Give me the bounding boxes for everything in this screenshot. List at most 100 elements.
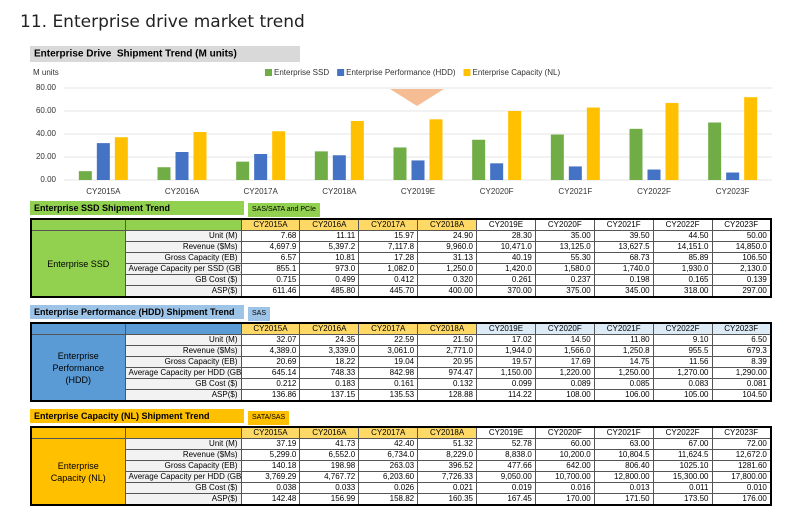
cell: 477.66 [476, 460, 536, 472]
cell: 0.715 [240, 274, 301, 286]
cell: 1025.10 [652, 460, 713, 472]
cell: 318.00 [652, 285, 713, 298]
x-tick-label: CY2023F [716, 187, 750, 196]
y-axis-label: M units [33, 68, 59, 77]
cell: 11.80 [593, 334, 654, 346]
cell: 14,850.0 [711, 241, 772, 253]
data-table: CY2015A CY2016A CY2017A CY2018A CY2019E CY202… [30, 322, 772, 402]
column-header: CY2018A [417, 426, 477, 439]
row-label: Gross Capacity (EB) [124, 356, 242, 368]
data-row: Gross Capacity (EB) 6.57 10.81 17.28 31.13 40… [31, 252, 772, 264]
row-label: ASP($) [124, 493, 242, 506]
cell: 8,838.0 [476, 449, 536, 461]
legend-swatch [337, 69, 345, 76]
cell: 12,672.0 [711, 449, 772, 461]
header-row: CY2015A CY2016A CY2017A CY2018A CY2019E CY202… [30, 218, 772, 231]
cell: 5,397.2 [299, 241, 360, 253]
group-label: Enterprise Performance (HDD) [30, 334, 126, 402]
x-tick-label: CY2018A [322, 187, 357, 196]
data-row: Enterprise Performance (HDD) Unit (M) 32.0… [30, 334, 772, 402]
cell: 106.00 [593, 389, 654, 402]
cell: 0.132 [417, 378, 477, 390]
cell: 28.30 [476, 230, 536, 242]
cell: 10.81 [299, 252, 360, 264]
cell: 13,125.0 [534, 241, 595, 253]
bar [490, 163, 504, 180]
cell: 1,580.0 [534, 263, 595, 275]
data-row: Average Capacity per HDD (GB) 3,769.29 4,7… [31, 471, 772, 483]
data-row: GB Cost ($) 0.715 0.499 0.412 0.320 0.261 0.23… [31, 274, 772, 286]
table-title-bar: Enterprise Performance (HDD) Shipment Tr… [30, 305, 770, 321]
data-row: ASP($) 142.48 156.99 158.82 160.35 167.45 170.… [31, 493, 772, 506]
bar [96, 143, 110, 180]
cell: 17,800.00 [711, 471, 772, 483]
column-header: CY2021F [593, 426, 654, 439]
cell: 0.081 [711, 378, 772, 390]
cell: 974.47 [417, 367, 477, 379]
cell: 173.50 [652, 493, 713, 506]
cell: 19.04 [358, 356, 419, 368]
column-header: CY2017A [358, 218, 419, 231]
cell: 0.198 [593, 274, 654, 286]
column-header: CY2015A [240, 322, 301, 335]
y-tick-label: 60.00 [36, 106, 57, 115]
header-blank [124, 322, 242, 335]
bar [157, 167, 171, 180]
cell: 0.412 [358, 274, 419, 286]
y-tick-label: 40.00 [36, 129, 57, 138]
bar [708, 122, 722, 180]
bar [114, 137, 128, 180]
cell: 0.033 [299, 482, 360, 494]
cell: 0.212 [240, 378, 301, 390]
bar [726, 172, 740, 180]
column-header: CY2016A [299, 322, 360, 335]
bar [272, 131, 286, 180]
cell: 1,420.0 [476, 263, 536, 275]
header-blank [30, 218, 126, 231]
cell: 0.320 [417, 274, 477, 286]
data-row: ASP($) 136.86 137.15 135.53 128.88 114.22 108.… [31, 389, 772, 402]
cell: 63.00 [593, 438, 654, 450]
cell: 375.00 [534, 285, 595, 298]
cell: 611.46 [240, 285, 301, 298]
data-row: ASP($) 611.46 485.80 445.70 400.00 370.00 375.… [31, 285, 772, 298]
table-title: Enterprise SSD Shipment Trend [30, 201, 244, 215]
header-row: CY2015A CY2016A CY2017A CY2018A CY2019E CY202… [30, 426, 772, 439]
cell: 15,300.00 [652, 471, 713, 483]
legend-label: Enterprise Performance (HDD) [346, 68, 456, 77]
cell: 108.00 [534, 389, 595, 402]
cell: 9,960.0 [417, 241, 477, 253]
data-table: CY2015A CY2016A CY2017A CY2018A CY2019E CY202… [30, 218, 772, 298]
row-label: ASP($) [124, 285, 242, 298]
y-tick-label: 80.00 [36, 83, 57, 92]
data-row: Revenue ($Ms) 5,299.0 6,552.0 6,734.0 8,229.… [31, 449, 772, 461]
cell: 7,117.8 [358, 241, 419, 253]
data-row: Enterprise SSD Unit (M) 7.68 11.11 15.97 24.9… [30, 230, 772, 298]
cell: 24.35 [299, 334, 360, 346]
cell: 10,471.0 [476, 241, 536, 253]
cell: 20.95 [417, 356, 477, 368]
cell: 855.1 [240, 263, 301, 275]
cell: 1,566.0 [534, 345, 595, 357]
header-blank [124, 426, 242, 439]
cell: 0.099 [476, 378, 536, 390]
cell: 171.50 [593, 493, 654, 506]
table-title-bar: Enterprise Capacity (NL) Shipment Trend S… [30, 409, 770, 425]
cell: 1,220.00 [534, 367, 595, 379]
cell: 1,250.0 [417, 263, 477, 275]
column-header: CY2020F [534, 322, 595, 335]
data-row: Gross Capacity (EB) 20.69 18.22 19.04 20.95 1… [31, 356, 772, 368]
cell: 6,552.0 [299, 449, 360, 461]
cell: 0.237 [534, 274, 595, 286]
cell: 51.32 [417, 438, 477, 450]
column-header: CY2016A [299, 218, 360, 231]
cell: 0.026 [358, 482, 419, 494]
cell: 19.57 [476, 356, 536, 368]
column-header: CY2020F [534, 426, 595, 439]
row-label: Revenue ($Ms) [124, 241, 242, 253]
cell: 13,627.5 [593, 241, 654, 253]
header-blank [30, 426, 126, 439]
column-header: CY2015A [240, 218, 301, 231]
legend-label: Enterprise Capacity (NL) [473, 68, 561, 77]
cell: 42.40 [358, 438, 419, 450]
